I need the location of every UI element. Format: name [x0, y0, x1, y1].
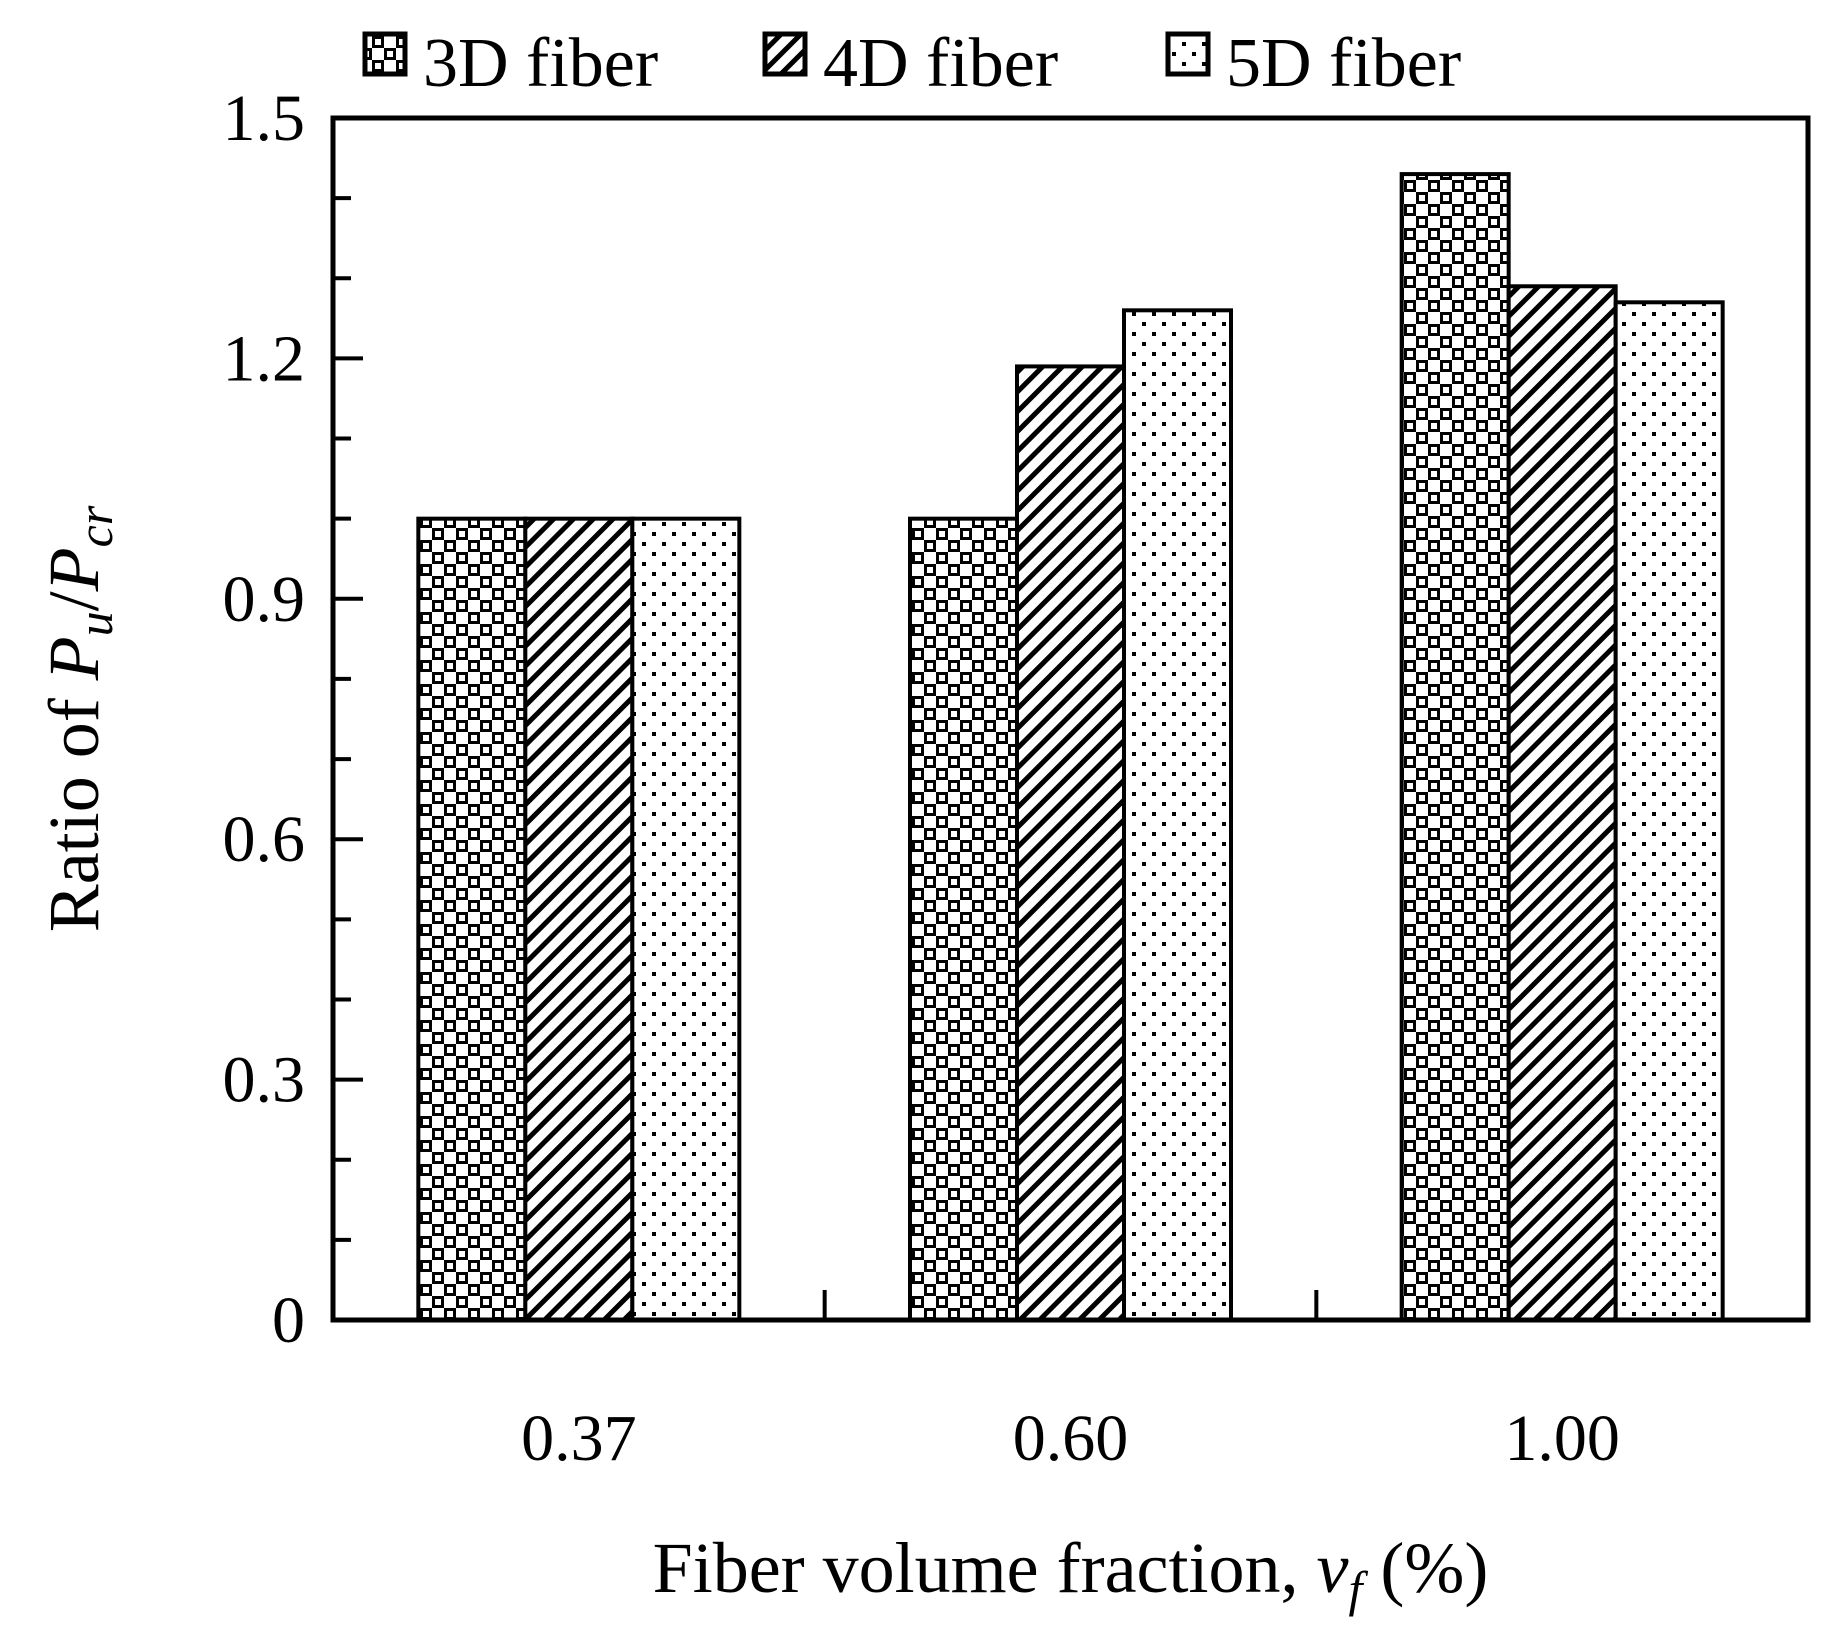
legend: 3D fiber 4D fiber 5D fiber — [362, 25, 1461, 102]
y-axis-title: Ratio of Pu/Pcr — [34, 505, 123, 932]
x-axis-title: Fiber volume fraction, vf (%) — [653, 1528, 1489, 1617]
bar-4d-fiber-1.00 — [1506, 284, 1618, 1322]
bar-4d-fiber-0.37 — [523, 516, 635, 1322]
bar-3d-fiber-1.00 — [1399, 172, 1511, 1322]
y-tick-label: 0.3 — [223, 1044, 306, 1117]
x-tick-label: 0.60 — [1013, 1402, 1129, 1475]
bar-5d-fiber-0.37 — [630, 516, 742, 1322]
y-axis-ticks: 0 0.3 0.6 0.9 1.2 1.5 — [223, 82, 363, 1357]
legend-label: 4D fiber — [823, 25, 1058, 102]
bar-3d-fiber-0.60 — [908, 516, 1019, 1322]
legend-label: 5D fiber — [1226, 25, 1461, 102]
bar-5d-fiber-1.00 — [1613, 300, 1725, 1323]
bar-3d-fiber-0.37 — [416, 516, 528, 1322]
legend-label: 3D fiber — [423, 25, 658, 102]
legend-swatch — [1165, 31, 1211, 77]
legend-swatch — [762, 31, 808, 77]
y-tick-label: 1.5 — [223, 82, 306, 155]
y-tick-label: 0 — [272, 1284, 305, 1357]
bar-5d-fiber-0.60 — [1122, 308, 1233, 1322]
plot-area-frame — [330, 115, 1811, 1323]
x-tick-label: 1.00 — [1504, 1402, 1620, 1475]
y-tick-label: 0.6 — [223, 803, 306, 876]
x-axis-ticks: 0.37 0.60 1.00 — [521, 1290, 1620, 1475]
x-tick-label: 0.37 — [521, 1402, 637, 1475]
bar-4d-fiber-0.60 — [1015, 364, 1126, 1322]
legend-swatch — [362, 31, 408, 77]
y-tick-label: 0.9 — [223, 563, 306, 636]
bars — [416, 172, 1725, 1323]
y-tick-label: 1.2 — [223, 322, 306, 395]
